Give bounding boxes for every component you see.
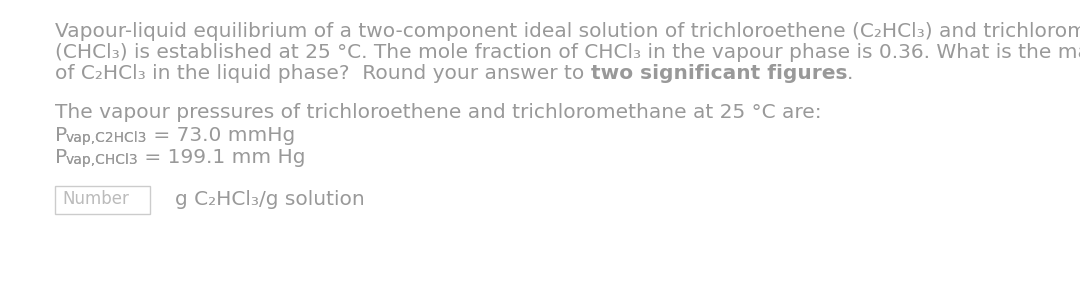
Text: Number: Number [62, 190, 129, 208]
Text: P: P [55, 148, 67, 167]
Text: vap,CHCl3: vap,CHCl3 [66, 153, 138, 167]
Text: (CHCl₃) is established at 25 °C. The mole fraction of CHCl₃ in the vapour phase : (CHCl₃) is established at 25 °C. The mol… [55, 43, 1080, 62]
Text: = 199.1 mm Hg: = 199.1 mm Hg [138, 148, 306, 167]
Text: of C₂HCl₃ in the liquid phase?  Round your answer to: of C₂HCl₃ in the liquid phase? Round you… [55, 64, 591, 83]
Text: vap,C2HCl3: vap,C2HCl3 [66, 131, 147, 145]
Text: two significant figures: two significant figures [591, 64, 847, 83]
Text: .: . [847, 64, 853, 83]
Text: vap,CHCl3: vap,CHCl3 [66, 153, 138, 167]
Text: = 73.0 mmHg: = 73.0 mmHg [147, 126, 295, 145]
Text: g C₂HCl₃/g solution: g C₂HCl₃/g solution [175, 190, 365, 209]
Text: vap,C2HCl3: vap,C2HCl3 [66, 131, 147, 145]
Text: Vapour-liquid equilibrium of a two-component ideal solution of trichloroethene (: Vapour-liquid equilibrium of a two-compo… [55, 22, 1080, 41]
Text: The vapour pressures of trichloroethene and trichloromethane at 25 °C are:: The vapour pressures of trichloroethene … [55, 103, 822, 122]
FancyBboxPatch shape [55, 186, 150, 214]
Text: P: P [55, 126, 67, 145]
